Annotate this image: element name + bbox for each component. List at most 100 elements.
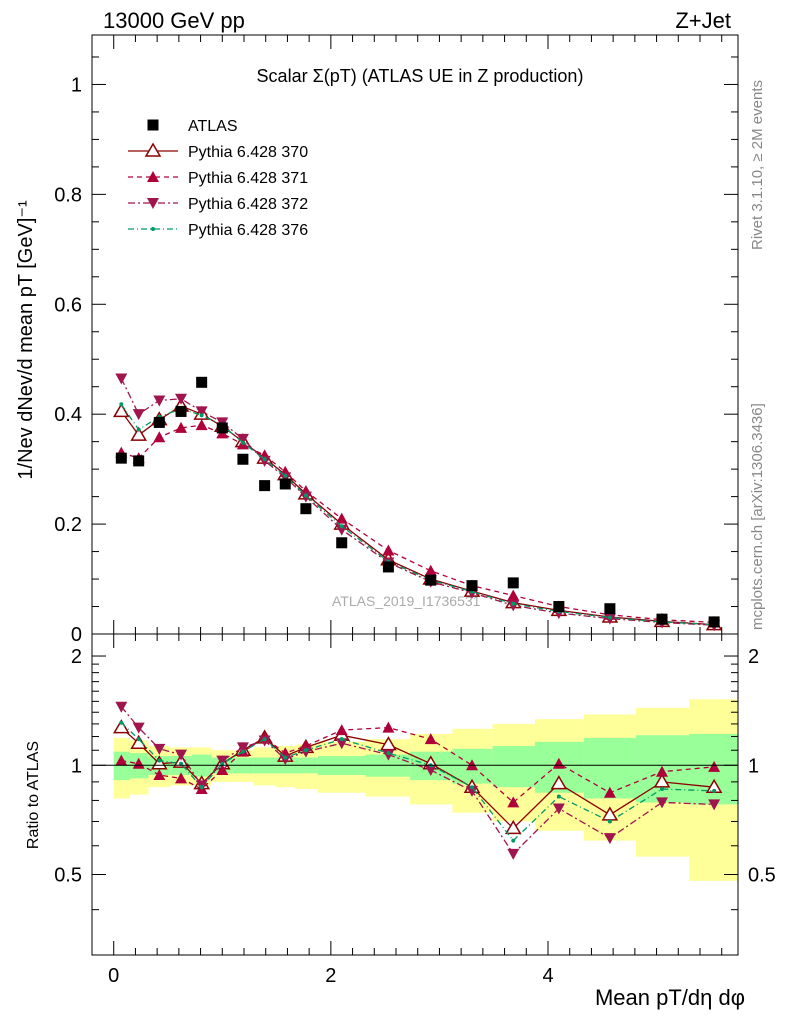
pythia-6-428-376-point (136, 427, 141, 432)
axes-frame: 0 2 400.20.40.60.810.5 0.51 12 2 (54, 34, 776, 987)
pythia-6-428-371-ratio-point (552, 757, 565, 769)
pythia-6-428-376-ratio-point (199, 785, 204, 790)
pythia-6-428-376-ratio-point (240, 749, 245, 754)
legend-marker (147, 119, 159, 131)
pythia-6-428-376-ratio-point (220, 761, 225, 766)
atlas-point (133, 455, 145, 467)
ratio-tick-label-right: 2 (748, 646, 759, 668)
atlas-point (175, 405, 187, 417)
atlas-point (553, 601, 565, 613)
pythia-6-428-372-ratio-point (153, 743, 166, 755)
atlas-point (153, 416, 165, 428)
legend-marker (144, 142, 162, 157)
pythia-6-428-372-point (258, 455, 271, 467)
pythia-6-428-376-ratio-point (136, 737, 141, 742)
x-tick-label: 0 (108, 965, 119, 987)
atlas-point (279, 478, 291, 490)
ratio-tick-label: 0.5 (54, 864, 82, 886)
atlas-point (336, 537, 348, 549)
main-panel-series (113, 373, 723, 632)
ratio-axis-label: Ratio to ATLAS (25, 741, 42, 849)
y-tick-label: 0.8 (54, 184, 82, 206)
pythia-6-428-376-ratio-point (607, 819, 612, 824)
pythia-6-428-372-point (153, 395, 166, 407)
pythia-6-428-371-ratio-point (656, 765, 668, 777)
pythia-6-428-376-point (511, 601, 516, 606)
ratio-tick-label: 2 (71, 646, 82, 668)
atlas-point (115, 452, 127, 464)
pythia-6-428-372-ratio-point (335, 738, 348, 750)
pythia-6-428-376-ratio-point (470, 785, 474, 790)
atlas-point (466, 580, 478, 592)
pythia-6-428-376-point (240, 440, 245, 445)
pythia-6-428-376-ratio-point (556, 794, 561, 799)
y-tick-label: 0.4 (54, 404, 82, 426)
legend-label: Pythia 6.428 376 (188, 222, 308, 239)
pythia-6-428-376-ratio-point (511, 838, 516, 843)
pythia-6-428-376-ratio-point (157, 758, 162, 763)
pythia-6-428-376-point (339, 524, 344, 529)
pythia-6-428-376-point (199, 413, 204, 418)
atlas-point (196, 376, 208, 388)
pythia-6-428-371-ratio-point (175, 772, 188, 784)
pythia-6-428-371-point (382, 544, 395, 556)
pythia-6-428-372-point (195, 406, 208, 418)
legend-marker (147, 198, 159, 209)
ratio-tick-label-right: 1 (748, 755, 759, 777)
atlas-point (507, 577, 519, 589)
pythia-6-428-372-ratio-point (236, 742, 249, 754)
pythia-6-428-372-ratio-point (552, 803, 565, 815)
pythia-6-428-376-ratio-point (283, 755, 288, 760)
energy-label: 13000 GeV pp (103, 8, 245, 33)
pythia-6-428-371-point (424, 564, 437, 576)
pythia-6-428-372-ratio-point (708, 799, 721, 811)
pythia-6-428-370-ratio-point (172, 753, 190, 768)
pythia-6-428-371-ratio-point (424, 733, 437, 745)
legend: ATLAS Pythia 6.428 370 Pythia 6.428 371 Pyt… (128, 118, 308, 239)
legend-label: Pythia 6.428 371 (188, 170, 308, 187)
legend-label: Pythia 6.428 372 (188, 196, 308, 213)
pythia-6-428-371-ratio-point (708, 760, 721, 772)
pythia-6-428-371-ratio-point (153, 769, 166, 781)
pythia-6-428-376-ratio-point (712, 788, 717, 793)
pythia-6-428-370-ratio-point (653, 773, 671, 788)
pythia-6-428-371-point (175, 421, 188, 433)
x-tick-label: 2 (325, 965, 336, 987)
x-axis-label: Mean pT/dη dφ (595, 985, 745, 1010)
atlas-point (237, 453, 249, 465)
ratio-uncertainty-bands (113, 699, 738, 881)
ratio-tick-label-right: 0.5 (748, 864, 776, 886)
pythia-6-428-372-ratio-point (175, 749, 188, 761)
pythia-6-428-371-point (335, 512, 348, 524)
pythia-6-428-372-ratio-point (216, 755, 229, 767)
mcplots-label: mcplots.cern.ch [arXiv:1306.3436] (749, 403, 766, 630)
pythia-6-428-372-line (120, 378, 715, 626)
pythia-6-428-372-ratio-point (603, 833, 616, 845)
pythia-6-428-371-point (153, 431, 166, 443)
pythia-6-428-372-ratio-point (507, 848, 520, 860)
pythia-6-428-370-ratio-point (550, 775, 568, 790)
pythia-6-428-372-ratio-point (132, 722, 145, 734)
pythia-6-428-376-point (607, 615, 612, 620)
analysis-watermark: ATLAS_2019_I1736531 (332, 593, 481, 609)
pythia-6-428-372-point (507, 600, 520, 612)
ratio-panel-frame (91, 633, 739, 956)
legend-marker (151, 227, 155, 231)
pythia-6-428-370-point (130, 426, 147, 441)
y-tick-label: 0.2 (54, 514, 82, 536)
process-label: Z+Jet (675, 8, 731, 33)
chart-title: Scalar Σ(pT) (ATLAS UE in Z production) (257, 66, 584, 86)
ratio-band-inner (492, 746, 535, 788)
pythia-6-428-372-point (115, 373, 128, 385)
pythia-6-428-371-ratio-point (382, 721, 395, 733)
pythia-6-428-371-ratio-point (507, 796, 520, 808)
pythia-6-428-372-point (132, 409, 145, 421)
atlas-point (216, 422, 228, 434)
pythia-6-428-376-ratio-point (660, 787, 664, 792)
pythia-6-428-376-point (262, 457, 267, 462)
rivet-label: Rivet 3.1.10, ≥ 2M events (749, 80, 766, 250)
pythia-6-428-372-point (279, 472, 292, 484)
pythia-6-428-371-ratio-point (216, 764, 229, 776)
pythia-6-428-376-ratio-point (303, 748, 308, 753)
pythia-6-428-371-point (507, 589, 520, 601)
